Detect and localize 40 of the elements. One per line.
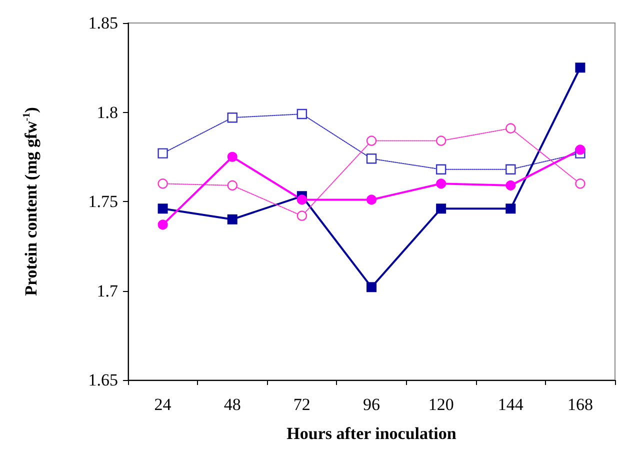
point [436,164,446,174]
point [506,180,516,190]
y-tick-label: 1.8 [96,102,118,122]
point [366,136,377,146]
y-tick-label: 1.75 [88,192,118,211]
x-tick-label: 96 [363,395,380,414]
point [506,123,516,134]
point [436,178,446,189]
x-axis-title: Hours after inoculation [286,424,457,443]
y-tick-label: 1.7 [96,281,118,300]
point [158,204,168,214]
point [296,108,308,120]
point [506,164,516,174]
point [227,180,238,191]
point [366,282,376,292]
point [575,178,586,189]
x-tick-label: 72 [293,395,310,414]
y-tick-label: 1.65 [88,370,118,390]
point [158,148,168,158]
x-tick-label: 168 [567,395,593,414]
point [436,136,446,146]
x-tick-label: 24 [154,395,172,414]
x-tick-label: 144 [498,395,524,414]
point [575,62,586,73]
y-axis-title: Protein content (mg gfw-1) [22,107,40,296]
point [227,152,238,162]
point [575,144,586,155]
point [296,210,308,221]
y-tick-label: 1.85 [88,14,118,32]
point [158,220,168,230]
point [227,112,238,123]
point [366,194,376,205]
point [296,194,307,205]
x-tick-label: 48 [224,395,241,414]
point [366,154,377,164]
x-tick-label: 120 [428,395,454,414]
point [227,214,238,224]
point [436,204,446,214]
point [506,204,516,214]
point [158,178,168,189]
